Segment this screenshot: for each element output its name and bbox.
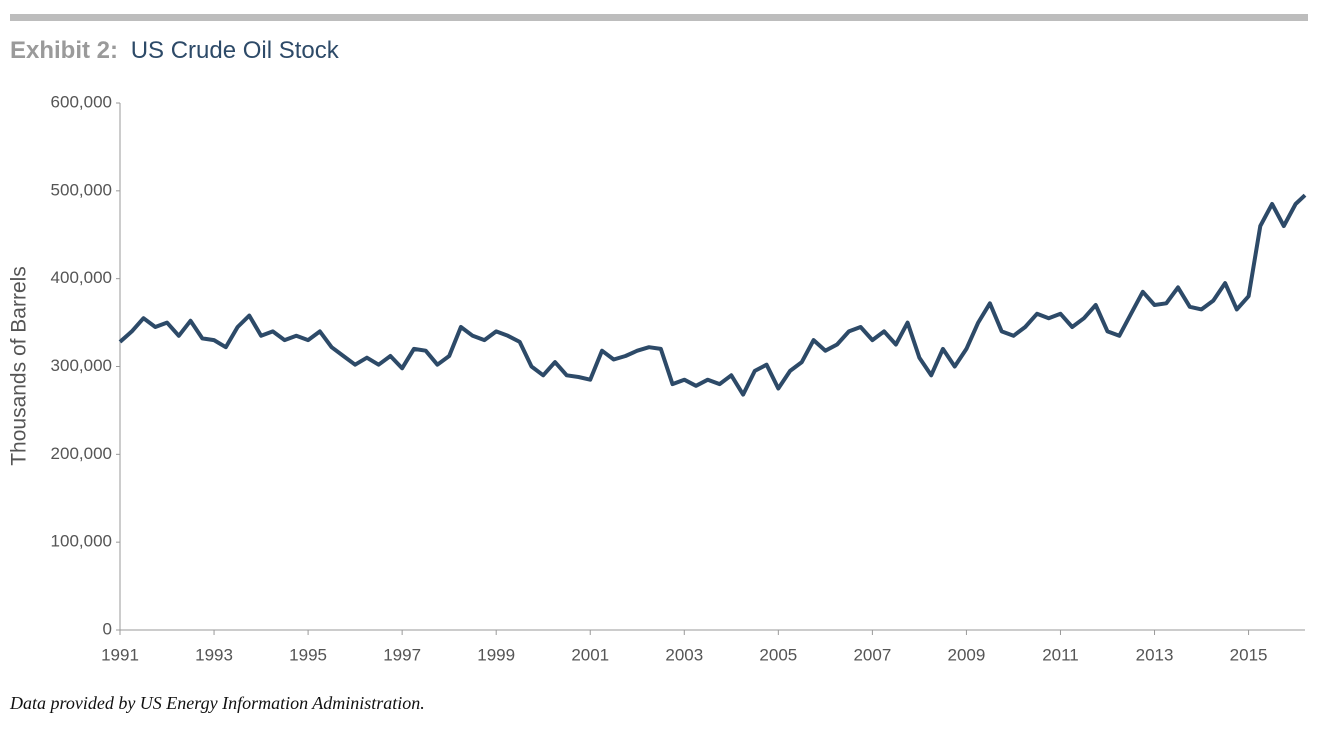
x-tick-label: 1991 (101, 645, 139, 664)
y-axis-label: Thousands of Barrels (8, 266, 31, 466)
exhibit-label: Exhibit 2: (10, 37, 118, 64)
chart-title: Exhibit 2: US Crude Oil Stock (10, 37, 340, 64)
x-tick-label: 1999 (477, 645, 515, 664)
data-line (118, 193, 1307, 397)
x-tick-label: 1995 (289, 645, 327, 664)
y-tick-label: 500,000 (51, 180, 112, 199)
x-tick-label: 1993 (195, 645, 233, 664)
y-tick-label: 0 (103, 619, 112, 638)
x-tick-label: 2009 (948, 645, 986, 664)
source-note: Data provided by US Energy Information A… (9, 693, 425, 713)
title-text: US Crude Oil Stock (131, 37, 340, 64)
x-tick-label: 2011 (1042, 645, 1079, 664)
x-tick-label: 2001 (571, 645, 609, 664)
x-tick-label: 2005 (759, 645, 797, 664)
x-tick-label: 2015 (1230, 645, 1268, 664)
y-tick-label: 300,000 (51, 356, 112, 375)
y-tick-label: 600,000 (51, 92, 112, 111)
x-tick-label: 2013 (1136, 645, 1174, 664)
y-tick-label: 400,000 (51, 268, 112, 287)
x-tick-label: 1997 (383, 645, 421, 664)
x-tick-label: 2007 (853, 645, 891, 664)
y-tick-label: 100,000 (51, 532, 112, 551)
header-bar (10, 14, 1308, 21)
y-tick-label: 200,000 (51, 444, 112, 463)
x-tick-label: 2003 (665, 645, 703, 664)
